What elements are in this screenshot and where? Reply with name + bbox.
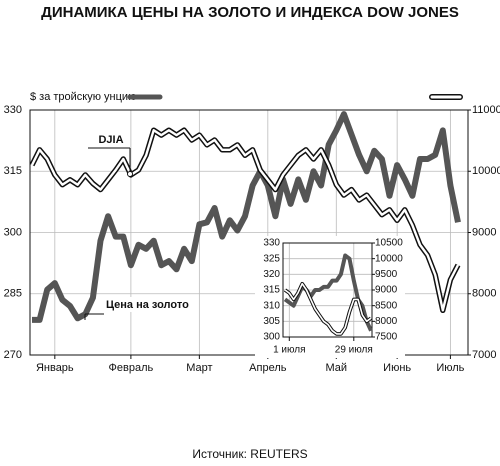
series-line (30, 129, 460, 312)
y-tick-label: 305 (263, 316, 280, 327)
y-tick-label: 310 (263, 300, 280, 311)
y2-tick-label: 8500 (375, 300, 398, 311)
y-axis-label: $ за тройскую унцию (30, 91, 136, 103)
x-tick-label: Май (326, 362, 348, 374)
y-tick-label: 315 (263, 285, 280, 296)
y2-tick-label: 11000 (472, 104, 500, 116)
annotation: DJIA (98, 134, 123, 146)
y2-tick-label: 10000 (472, 165, 500, 177)
y2-tick-label: 8000 (375, 316, 398, 327)
plot-frame (29, 109, 469, 356)
x-tick-label: Апрель (249, 362, 287, 374)
x-tick-label: 1 июля (273, 345, 305, 356)
y-tick-label: 270 (4, 349, 22, 361)
x-tick-label: Июль (436, 362, 464, 374)
x-tick-label: Февраль (109, 362, 154, 374)
y-tick-label: 320 (263, 269, 280, 280)
y2-tick-label: 9000 (472, 226, 496, 238)
inset-background (255, 236, 405, 358)
annotation: Цена на золото (106, 299, 189, 311)
y2-tick-label: 8000 (472, 288, 496, 300)
y2-tick-label: 7000 (472, 349, 496, 361)
y-tick-label: 285 (4, 288, 22, 300)
y-tick-label: 325 (263, 253, 280, 264)
x-tick-label: Июнь (383, 362, 411, 374)
y-tick-label: 315 (4, 165, 22, 177)
x-tick-label: 29 июля (335, 345, 373, 356)
series-line (284, 282, 372, 335)
y2-tick-label: 10000 (375, 253, 403, 264)
y-tick-label: 300 (263, 332, 280, 343)
annotation-bg (104, 297, 190, 312)
chart-title: ДИНАМИКА ЦЕНЫ НА ЗОЛОТО И ИНДЕКСА DOW JO… (41, 4, 459, 21)
y2-tick-label: 9000 (375, 285, 398, 296)
source: Источник: REUTERS (192, 447, 307, 461)
annotation-bg (94, 132, 128, 147)
y-tick-label: 300 (4, 226, 22, 238)
y2-tick-label: 9500 (375, 269, 398, 280)
annotation-dot (127, 171, 133, 177)
y-tick-label: 330 (263, 238, 280, 249)
x-tick-label: Март (186, 362, 212, 374)
y2-tick-label: 10500 (375, 238, 403, 249)
y-tick-label: 330 (4, 104, 22, 116)
x-tick-label: Январь (36, 362, 74, 374)
plot-frame (282, 242, 373, 338)
y2-tick-label: 7500 (375, 332, 398, 343)
series-line (32, 111, 461, 323)
